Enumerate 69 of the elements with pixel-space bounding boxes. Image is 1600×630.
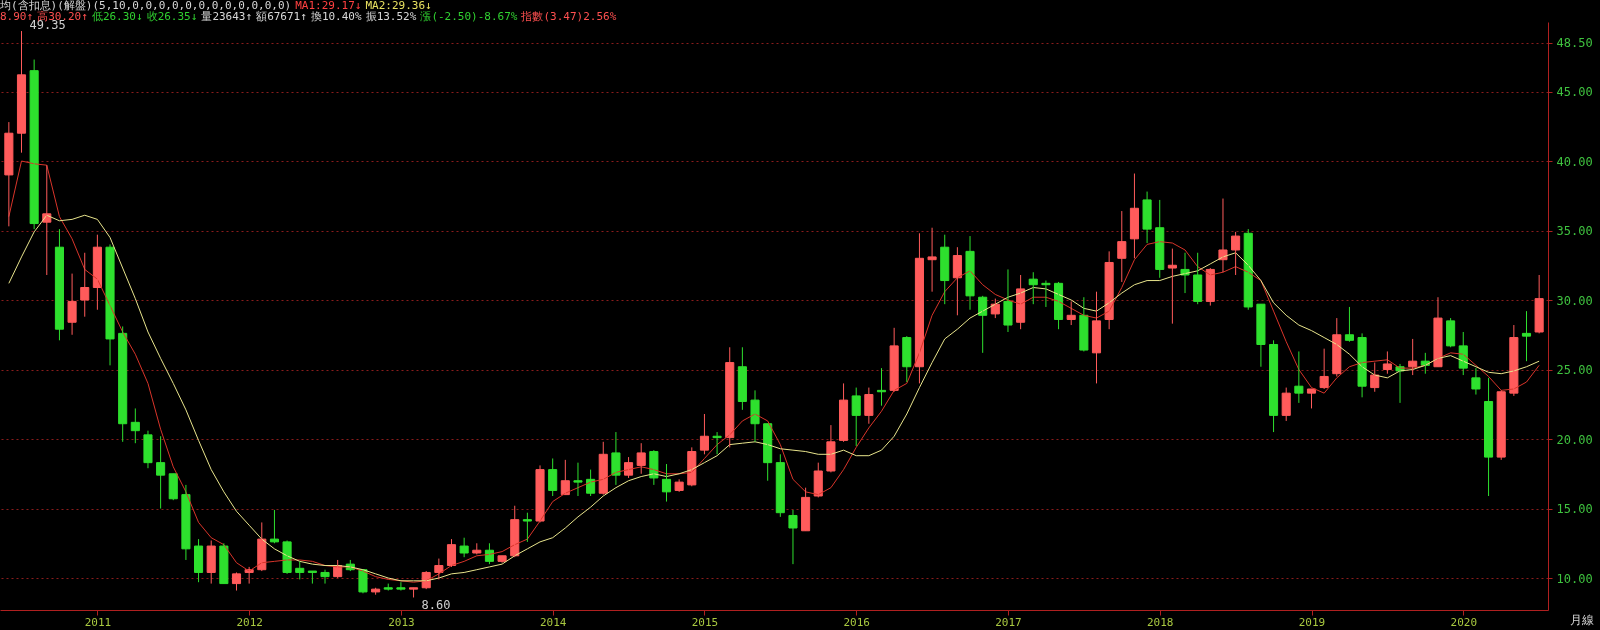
text: 月線	[1570, 612, 1594, 629]
candlestick	[1344, 306, 1354, 343]
candlestick	[1281, 387, 1291, 422]
y-tick-label: 20.00	[1556, 432, 1593, 447]
candlestick	[1534, 274, 1544, 334]
x-tick-label: 2017	[995, 615, 1022, 629]
x-tick-label: 2011	[84, 615, 112, 629]
x-tick-label: 2014	[539, 615, 567, 629]
annotation: 換10.40%	[310, 10, 362, 23]
x-tick-label: 2016	[843, 615, 870, 629]
text: MA1:29.17↓	[295, 0, 362, 12]
y-tick-label: 30.00	[1556, 293, 1593, 308]
candlestick	[1193, 252, 1203, 305]
candlestick	[307, 570, 317, 585]
chart-title: 均(含扣息)(解盤)(5,10,0,0,0,0,0,0,0,0,0,0,0,0)	[0, 0, 292, 12]
candlestick	[472, 542, 482, 555]
y-tick-label: 15.00	[1556, 502, 1593, 517]
y-tick-label: 45.00	[1556, 85, 1593, 99]
candlestick	[1231, 231, 1241, 276]
candlestick	[269, 509, 279, 544]
candlestick	[636, 442, 646, 475]
annotation: 8.60	[421, 598, 451, 613]
x-tick-label: 2020	[1450, 615, 1478, 629]
candlestick	[497, 555, 507, 564]
candlestick	[1306, 388, 1317, 409]
annotation: 漲(-2.50)-8.67%	[420, 10, 518, 23]
text: MA2:29.36↓	[365, 0, 432, 12]
x-tick-label: 2019	[1298, 615, 1326, 629]
candlestick	[459, 537, 469, 558]
candlestick	[194, 538, 204, 583]
candlestick	[383, 583, 393, 592]
candlestick	[522, 512, 532, 543]
candlestick	[1521, 310, 1532, 362]
annotation: 收26.35↓	[146, 10, 198, 23]
y-tick-label: 40.00	[1556, 154, 1593, 169]
y-tick-label: 35.00	[1556, 224, 1593, 239]
x-tick-label: 2018	[1146, 615, 1174, 629]
annotation: 低26.30↓	[91, 10, 143, 23]
annotation: 量23643↑	[201, 10, 253, 23]
candlestick	[573, 462, 583, 497]
candlestick	[1167, 248, 1177, 325]
candlestick	[1129, 173, 1139, 259]
candlestick	[1471, 367, 1481, 396]
x-tick-label: 2015	[691, 615, 719, 629]
candlestick	[1117, 210, 1127, 283]
candlestick	[839, 382, 849, 443]
candlestick	[80, 252, 90, 318]
annotation: 振13.52%	[365, 10, 417, 23]
annotation: 指數(3.47)2.56%	[521, 10, 617, 23]
candlestick	[674, 478, 684, 493]
candlestick	[409, 587, 419, 598]
candlestick	[927, 227, 937, 293]
annotation: 額67671↑	[256, 10, 307, 23]
x-tick-label: 2013	[388, 615, 415, 629]
candlestick	[396, 581, 406, 592]
candlestick	[1142, 191, 1152, 244]
candlestick	[231, 571, 242, 592]
candlestick	[1382, 350, 1392, 375]
candlestick	[371, 587, 381, 596]
candlestick	[206, 540, 216, 585]
y-tick-label: 25.00	[1556, 363, 1593, 378]
candlestick	[1446, 317, 1456, 348]
candlestick	[156, 435, 166, 510]
candlestick	[851, 387, 861, 447]
candlestick	[1294, 350, 1304, 404]
y-tick-label: 10.00	[1556, 571, 1593, 586]
candlestick	[788, 509, 798, 565]
y-tick-label: 48.50	[1556, 36, 1593, 51]
x-tick-label: 2012	[236, 615, 263, 629]
